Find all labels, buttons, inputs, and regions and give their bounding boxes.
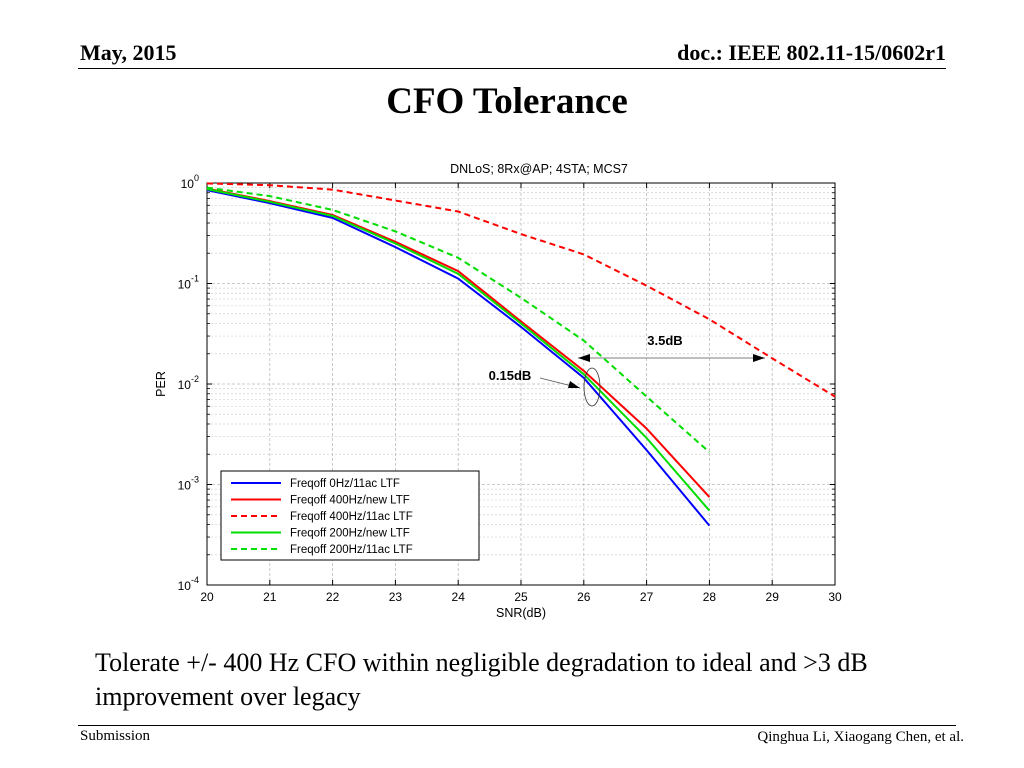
per-vs-snr-chart: 20 21 22 23 24 25 26 27 28 29 30 100 10-1 10-2 10-3 10-… [154,162,842,620]
annotation-3-5db: 3.5dB [647,333,682,348]
legend-label: Freqoff 400Hz/new LTF [290,495,410,507]
x-axis-label: SNR(dB) [496,606,546,620]
x-tick-label: 26 [577,590,591,604]
legend-label: Freqoff 400Hz/11ac LTF [290,511,413,523]
footer-authors: Qinghua Li, Xiaogang Chen, et al. [757,729,964,745]
header-doc-id: doc.: IEEE 802.11-15/0602r1 [677,40,946,65]
y-tick-label: 10-3 [178,475,199,493]
legend: Freqoff 0Hz/11ac LTF Freqoff 400Hz/new LT… [220,470,480,561]
series-line-4 [206,188,711,512]
annotation-ellipse [583,367,601,407]
slide-caption: Tolerate +/- 400 Hz CFO within negligibl… [95,648,868,711]
y-tick-label: 10-1 [178,274,199,292]
x-tick-label: 24 [452,590,466,604]
header-rule [78,68,946,69]
arrowhead [578,354,590,362]
chart-title: DNLoS; 8Rx@AP; 4STA; MCS7 [450,162,628,176]
header-date: May, 2015 [80,40,177,65]
footer-submission: Submission [80,728,151,744]
series-line-5 [206,186,711,453]
legend-label: Freqoff 0Hz/11ac LTF [290,478,400,490]
x-tick-label: 28 [703,590,717,604]
x-tick-label: 29 [766,590,780,604]
x-tick-label: 30 [828,590,842,604]
legend-label: Freqoff 200Hz/11ac LTF [290,544,413,556]
arrowhead [568,381,580,388]
annotation-0-15db: 0.15dB [489,368,532,383]
arrowhead [753,354,765,362]
y-tick-label: 10-4 [178,575,199,593]
x-tick-label: 25 [514,590,528,604]
y-tick-label: 100 [181,173,199,191]
x-tick-label: 22 [326,590,340,604]
x-tick-label: 20 [200,590,214,604]
y-axis-label: PER [154,371,168,397]
x-tick-label: 21 [263,590,277,604]
x-tick-label: 23 [389,590,403,604]
footer-rule [78,725,956,726]
series-line-3 [206,182,836,398]
y-tick-label: 10-2 [178,374,199,392]
series-line-1 [206,189,711,527]
slide-title: CFO Tolerance [386,81,628,122]
x-tick-label: 27 [640,590,654,604]
legend-label: Freqoff 200Hz/new LTF [290,528,410,540]
